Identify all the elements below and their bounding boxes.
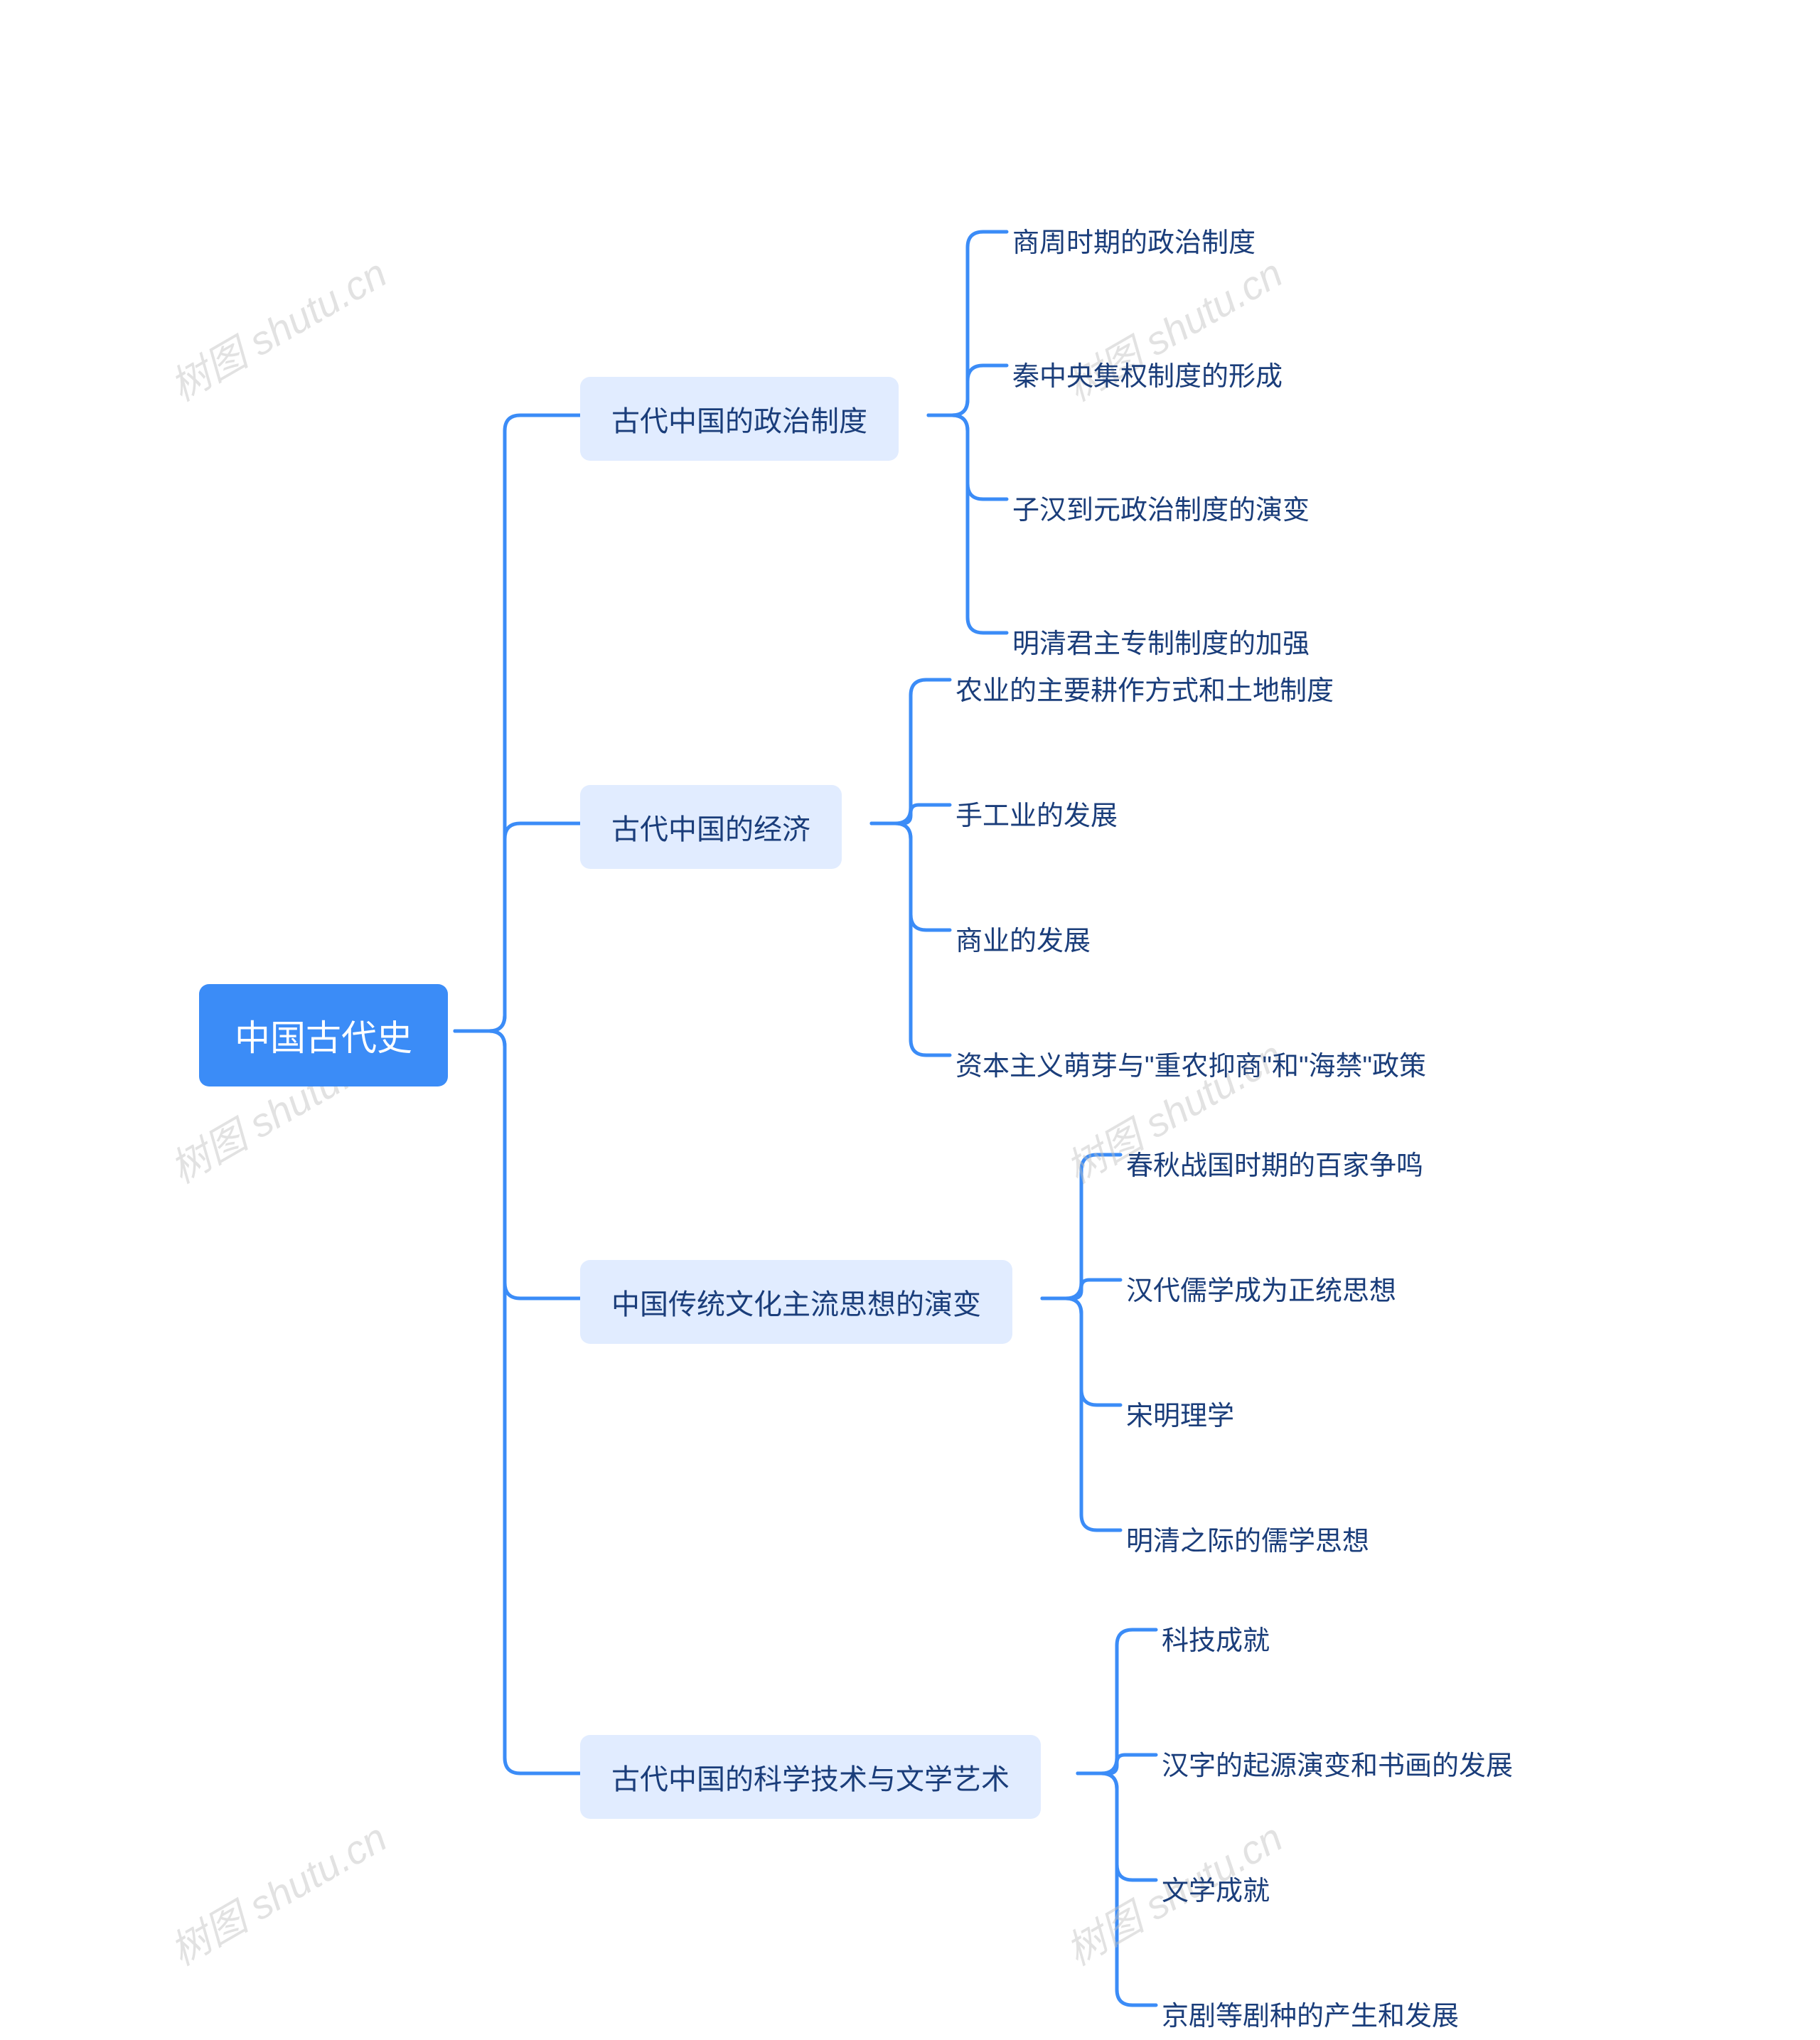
leaf-label: 资本主义萌芽与"重农抑商"和"海禁"政策 [956,1044,1426,1083]
branch-label: 古代中国的经济 [611,806,810,848]
root-label: 中国古代史 [235,1010,412,1061]
branch-node-culture[interactable]: 中国传统文化主流思想的演变 [580,1260,1012,1344]
watermark: 树图 shutu.cn [158,242,395,413]
watermark-text: 树图 shutu.cn [163,250,394,410]
leaf-label: 文学成就 [1162,1869,1270,1908]
leaf-label: 明清君主专制制度的加强 [1012,621,1310,661]
leaf-label: 秦中央集权制度的形成 [1012,354,1283,393]
leaf-node[interactable]: 手工业的发展 [956,786,1118,840]
leaf-node[interactable]: 商周时期的政治制度 [1012,213,1256,267]
leaf-label: 商业的发展 [956,919,1091,958]
watermark: 树图 shutu.cn [158,1807,395,1977]
leaf-label: 明清之际的儒学思想 [1126,1519,1369,1558]
leaf-node[interactable]: 秦中央集权制度的形成 [1012,347,1283,400]
branch-label: 中国传统文化主流思想的演变 [611,1281,981,1323]
leaf-label: 子汉到元政治制度的演变 [1012,488,1310,527]
branch-node-science-art[interactable]: 古代中国的科学技术与文学艺术 [580,1735,1041,1819]
leaf-node[interactable]: 汉代儒学成为正统思想 [1126,1261,1396,1315]
leaf-node[interactable]: 商业的发展 [956,912,1091,965]
leaf-node[interactable]: 汉字的起源演变和书画的发展 [1162,1736,1513,1790]
mindmap-canvas: 树图 shutu.cn 树图 shutu.cn 树图 shutu.cn 树图 s… [0,0,1820,2029]
leaf-label: 手工业的发展 [956,794,1118,833]
branch-label: 古代中国的政治制度 [611,398,867,439]
branch-label: 古代中国的科学技术与文学艺术 [611,1756,1010,1798]
leaf-label: 商周时期的政治制度 [1012,220,1256,260]
leaf-label: 汉字的起源演变和书画的发展 [1162,1743,1513,1783]
leaf-label: 宋明理学 [1126,1394,1234,1433]
leaf-node[interactable]: 明清之际的儒学思想 [1126,1512,1369,1565]
branch-node-politics[interactable]: 古代中国的政治制度 [580,377,899,461]
leaf-node[interactable]: 农业的主要耕作方式和土地制度 [956,661,1334,715]
leaf-label: 春秋战国时期的百家争鸣 [1126,1143,1423,1182]
leaf-node[interactable]: 资本主义萌芽与"重农抑商"和"海禁"政策 [956,1037,1426,1090]
leaf-node[interactable]: 宋明理学 [1126,1387,1234,1440]
leaf-node[interactable]: 京剧等剧种的产生和发展 [1162,1987,1459,2040]
leaf-node[interactable]: 科技成就 [1162,1611,1270,1665]
leaf-node[interactable]: 文学成就 [1162,1862,1270,1915]
leaf-label: 农业的主要耕作方式和土地制度 [956,668,1334,707]
branch-node-economy[interactable]: 古代中国的经济 [580,785,842,869]
leaf-node[interactable]: 明清君主专制制度的加强 [1012,614,1310,668]
leaf-label: 科技成就 [1162,1618,1270,1657]
watermark-text: 树图 shutu.cn [163,1815,394,1974]
leaf-node[interactable]: 子汉到元政治制度的演变 [1012,481,1310,534]
leaf-label: 京剧等剧种的产生和发展 [1162,1994,1459,2033]
root-node[interactable]: 中国古代史 [199,984,448,1086]
leaf-label: 汉代儒学成为正统思想 [1126,1269,1396,1308]
leaf-node[interactable]: 春秋战国时期的百家争鸣 [1126,1136,1423,1190]
